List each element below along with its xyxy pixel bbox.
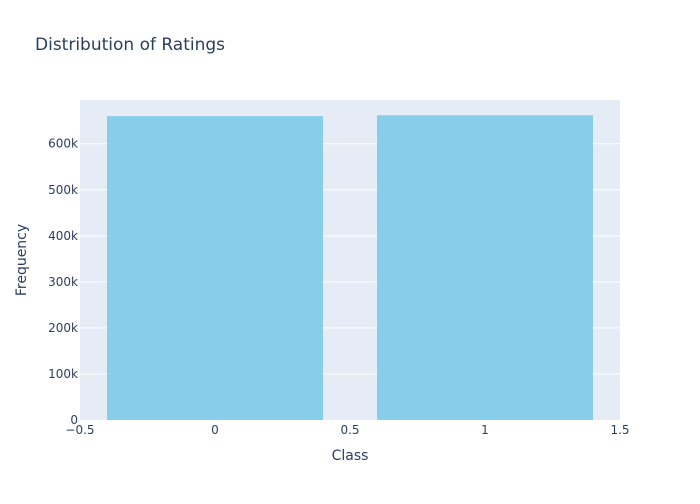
bar-class-1 bbox=[377, 115, 593, 420]
x-tick-label: 1.5 bbox=[610, 423, 629, 437]
y-axis-label: Frequency bbox=[14, 224, 30, 296]
bars bbox=[107, 115, 593, 420]
y-tick-label: 0 bbox=[70, 413, 78, 427]
y-tick-label: 300k bbox=[48, 275, 78, 289]
x-tick-label: −0.5 bbox=[65, 423, 94, 437]
x-tick-label: 0 bbox=[211, 423, 219, 437]
chart-title: Distribution of Ratings bbox=[35, 35, 225, 55]
x-axis-ticks: −0.5 0 0.5 1 1.5 bbox=[65, 423, 629, 437]
y-tick-label: 600k bbox=[48, 137, 78, 151]
y-tick-label: 200k bbox=[48, 321, 78, 335]
bar-class-0 bbox=[107, 116, 323, 420]
y-tick-label: 400k bbox=[48, 229, 78, 243]
x-tick-label: 0.5 bbox=[340, 423, 359, 437]
y-axis-ticks: 0 100k 200k 300k 400k 500k 600k bbox=[48, 137, 78, 427]
y-tick-label: 100k bbox=[48, 367, 78, 381]
x-tick-label: 1 bbox=[481, 423, 489, 437]
y-tick-label: 500k bbox=[48, 183, 78, 197]
x-axis-label: Class bbox=[332, 448, 369, 464]
